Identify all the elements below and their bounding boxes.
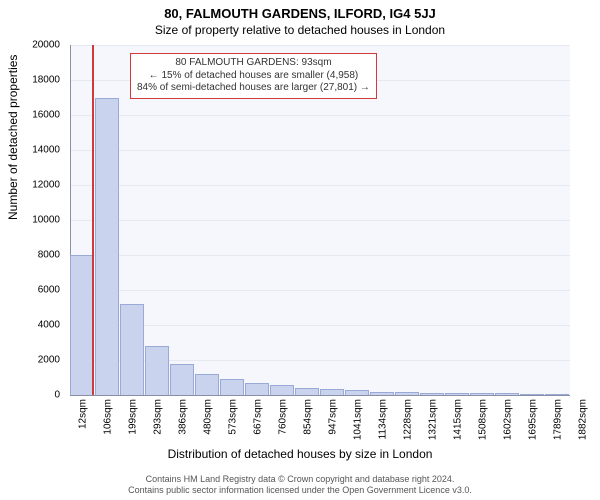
y-tick-label: 0	[0, 390, 60, 401]
histogram-bar	[170, 364, 194, 396]
gridline	[70, 220, 570, 221]
y-tick-label: 16000	[0, 110, 60, 121]
histogram-bar	[120, 304, 144, 395]
gridline	[70, 45, 570, 46]
y-tick-label: 12000	[0, 180, 60, 191]
histogram-bar	[345, 390, 369, 395]
callout-line: 84% of semi-detached houses are larger (…	[137, 82, 370, 95]
x-tick-label: 760sqm	[277, 399, 288, 435]
histogram-bar	[420, 393, 444, 395]
x-tick-label: 1882sqm	[577, 399, 588, 440]
histogram-bar	[520, 394, 544, 395]
x-tick-label: 1134sqm	[377, 399, 388, 439]
gridline	[70, 185, 570, 186]
y-tick-label: 6000	[0, 285, 60, 296]
gridline	[70, 115, 570, 116]
x-tick-label: 386sqm	[177, 399, 188, 435]
histogram-bar	[220, 379, 244, 395]
y-tick-label: 2000	[0, 355, 60, 366]
x-tick-label: 106sqm	[102, 399, 113, 435]
y-tick-label: 4000	[0, 320, 60, 331]
histogram-bar	[245, 383, 269, 395]
x-axis-line	[70, 395, 570, 396]
callout-line: ← 15% of detached houses are smaller (4,…	[137, 70, 370, 83]
x-tick-label: 1602sqm	[502, 399, 513, 440]
x-tick-label: 1041sqm	[352, 399, 363, 440]
x-tick-label: 667sqm	[252, 399, 263, 435]
callout-box: 80 FALMOUTH GARDENS: 93sqm← 15% of detac…	[130, 53, 377, 99]
footer-line-1: Contains HM Land Registry data © Crown c…	[0, 474, 600, 485]
histogram-bar	[370, 392, 394, 396]
chart-container: 80, FALMOUTH GARDENS, ILFORD, IG4 5JJ Si…	[0, 0, 600, 500]
property-marker-line	[92, 45, 94, 395]
x-tick-label: 12sqm	[77, 399, 88, 429]
histogram-bar	[395, 392, 419, 395]
x-tick-label: 293sqm	[152, 399, 163, 435]
histogram-bar	[195, 374, 219, 395]
gridline	[70, 255, 570, 256]
x-tick-label: 854sqm	[302, 399, 313, 435]
y-tick-label: 10000	[0, 215, 60, 226]
y-tick-label: 14000	[0, 145, 60, 156]
x-tick-label: 1228sqm	[402, 399, 413, 440]
histogram-bar	[95, 98, 119, 396]
attribution-footer: Contains HM Land Registry data © Crown c…	[0, 474, 600, 496]
y-tick-label: 8000	[0, 250, 60, 261]
gridline	[70, 150, 570, 151]
histogram-bar	[320, 389, 344, 395]
histogram-bar	[145, 346, 169, 395]
x-tick-label: 573sqm	[227, 399, 238, 435]
plot-area: 80 FALMOUTH GARDENS: 93sqm← 15% of detac…	[70, 45, 570, 395]
x-tick-label: 1321sqm	[427, 399, 438, 440]
page-subtitle: Size of property relative to detached ho…	[0, 21, 600, 37]
footer-line-2: Contains public sector information licen…	[0, 485, 600, 496]
callout-line: 80 FALMOUTH GARDENS: 93sqm	[137, 57, 370, 70]
page-title: 80, FALMOUTH GARDENS, ILFORD, IG4 5JJ	[0, 0, 600, 21]
x-tick-label: 1415sqm	[452, 399, 463, 440]
x-tick-label: 1508sqm	[477, 399, 488, 440]
gridline	[70, 325, 570, 326]
histogram-bar	[545, 394, 569, 395]
histogram-bar	[270, 385, 294, 395]
x-axis-label: Distribution of detached houses by size …	[0, 447, 600, 461]
histogram-bar	[70, 255, 94, 395]
x-tick-label: 947sqm	[327, 399, 338, 435]
x-tick-label: 480sqm	[202, 399, 213, 435]
histogram-bar	[295, 388, 319, 395]
x-tick-label: 1789sqm	[552, 399, 563, 440]
histogram-bar	[445, 393, 469, 395]
gridline	[70, 290, 570, 291]
histogram-bar	[495, 393, 519, 395]
y-tick-label: 18000	[0, 75, 60, 86]
histogram-bar	[470, 393, 494, 395]
y-tick-label: 20000	[0, 40, 60, 51]
x-tick-label: 1695sqm	[527, 399, 538, 440]
x-tick-label: 199sqm	[127, 399, 138, 435]
